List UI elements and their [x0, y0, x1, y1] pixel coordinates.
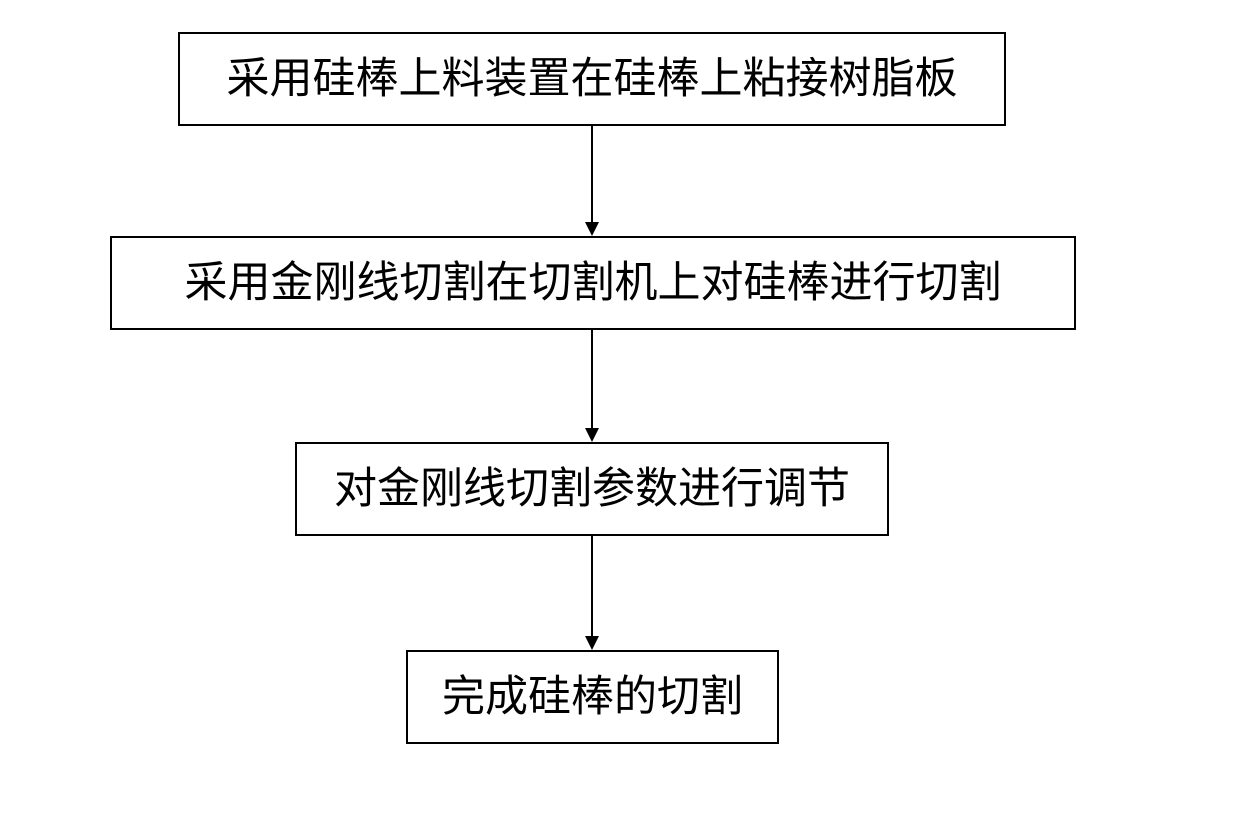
- flow-node-4: 完成硅棒的切割: [406, 650, 779, 744]
- flow-node-1: 采用硅棒上料装置在硅棒上粘接树脂板: [178, 32, 1006, 126]
- flow-node-4-label: 完成硅棒的切割: [442, 676, 743, 719]
- flow-node-1-label: 采用硅棒上料装置在硅棒上粘接树脂板: [227, 58, 958, 101]
- flow-node-2-label: 采用金刚线切割在切割机上对硅棒进行切割: [185, 262, 1002, 305]
- flowchart-canvas: 采用硅棒上料装置在硅棒上粘接树脂板 采用金刚线切割在切割机上对硅棒进行切割 对金…: [0, 0, 1240, 820]
- flow-node-3: 对金刚线切割参数进行调节: [295, 442, 889, 536]
- flow-node-2: 采用金刚线切割在切割机上对硅棒进行切割: [110, 236, 1076, 330]
- flow-node-3-label: 对金刚线切割参数进行调节: [334, 468, 850, 511]
